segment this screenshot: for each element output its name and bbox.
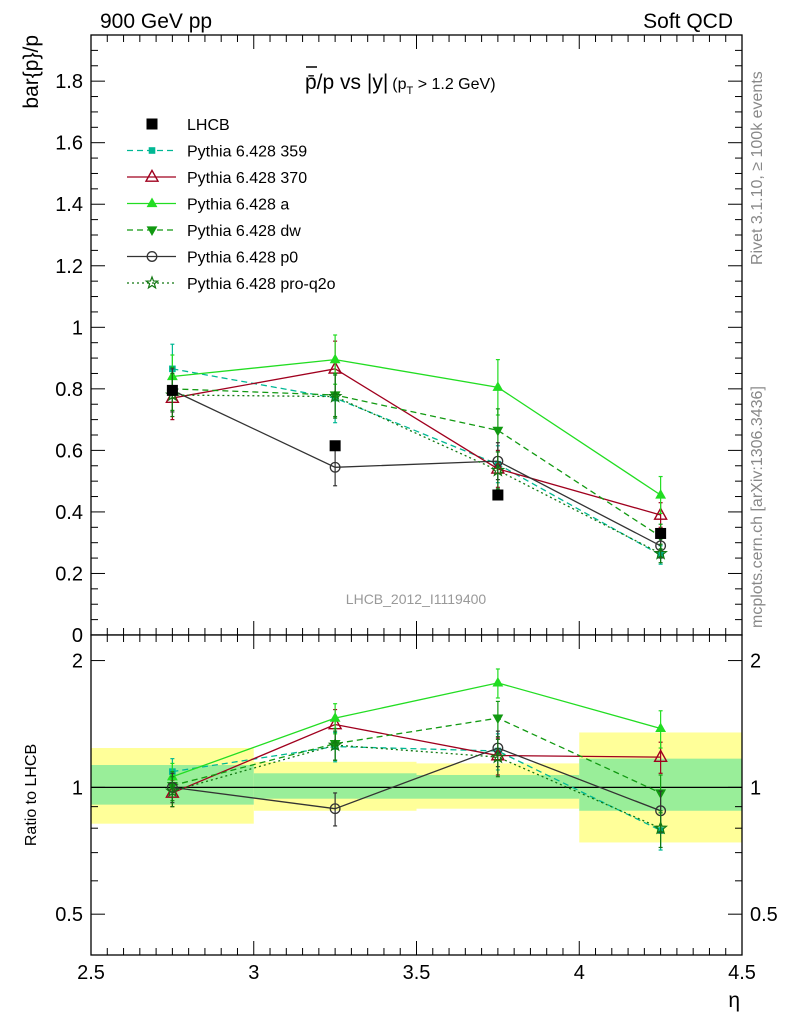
legend-label: Pythia 6.428 a (187, 197, 289, 214)
legend-label: Pythia 6.428 p0 (187, 250, 298, 267)
series-5 (165, 372, 668, 564)
header-left: 900 GeV pp (100, 10, 212, 33)
data-series (166, 384, 667, 539)
ratio-y-tick-label: 0.5 (55, 904, 83, 926)
data-point (653, 506, 668, 520)
data-point (329, 461, 341, 473)
legend-label: Pythia 6.428 359 (187, 144, 307, 161)
legend-marker (146, 226, 158, 236)
y-tick-label: 0 (72, 625, 83, 647)
data-point (490, 462, 506, 477)
ratio-y-tick-label-right: 0.5 (750, 904, 778, 926)
legend-label: Pythia 6.428 dw (187, 223, 301, 240)
data-point (492, 676, 504, 687)
x-tick-label: 4 (574, 962, 585, 984)
series-line (172, 368, 661, 516)
legend-marker (144, 168, 160, 182)
legend-label: LHCB (187, 117, 230, 134)
y-tick-label: 1.8 (55, 71, 83, 93)
title-sub: (p (392, 76, 406, 93)
ratio-y-tick-label: 2 (72, 651, 83, 673)
header-right: Soft QCD (643, 10, 733, 33)
legend-label: Pythia 6.428 370 (187, 170, 307, 187)
legend-marker (146, 251, 158, 262)
data-point (492, 381, 504, 391)
y-tick-label: 0.4 (55, 502, 83, 524)
data-point (653, 820, 668, 835)
y-tick-label: 0.8 (55, 379, 83, 401)
ratio-series-5 (165, 730, 668, 849)
analysis-watermark: LHCB_2012_I1119400 (346, 591, 487, 607)
series-line (172, 682, 661, 778)
ratio-y-axis-label: Ratio to LHCB (23, 744, 40, 846)
rivet-label: Rivet 3.1.10, ≥ 100k events (749, 71, 766, 265)
x-tick-labels: 2.5 3 3.5 4 4.5 (77, 962, 756, 984)
data-point (329, 712, 341, 722)
title-subscript: T (407, 85, 414, 97)
x-tick-label: 2.5 (77, 962, 105, 984)
ratio-series-2 (166, 668, 667, 792)
series-line (172, 358, 661, 496)
data-point (329, 803, 341, 815)
data-point (492, 714, 504, 725)
data-point (653, 749, 668, 762)
mcplots-label: mcplots.cern.ch [arXiv:1306.3436] (749, 386, 766, 628)
x-tick-label: 3.5 (403, 962, 431, 984)
x-tick-label: 3 (248, 962, 259, 984)
legend-item: Pythia 6.428 p0 (127, 250, 298, 267)
x-tick-label: 4.5 (728, 962, 756, 984)
legend-item: Pythia 6.428 pro-q2o (127, 275, 336, 293)
legend-marker (146, 118, 158, 130)
legend-marker (144, 275, 160, 290)
legend: LHCB Pythia 6.428 359 Pythia 6.428 370 Pyth… (127, 117, 336, 293)
data-point (653, 545, 668, 560)
series-line (172, 389, 661, 547)
legend-item: Pythia 6.428 dw (127, 223, 301, 240)
title-suffix: > 1.2 GeV) (413, 76, 495, 93)
legend-item: Pythia 6.428 359 (127, 144, 307, 161)
series-line (172, 394, 661, 555)
series-line (172, 723, 661, 794)
legend-marker (146, 197, 158, 208)
title-main: p̄/p vs |y| (305, 71, 388, 94)
ratio-y-tick-label-right: 2 (750, 651, 761, 673)
y-tick-label: 1 (72, 317, 83, 339)
y-tick-label: 0.6 (55, 440, 83, 462)
data-point (165, 783, 180, 798)
data-point (655, 722, 667, 733)
data-point (327, 388, 343, 403)
legend-item: Pythia 6.428 370 (127, 168, 307, 187)
legend-marker (148, 147, 156, 154)
plot-title: p̄/p vs |y| (pT > 1.2 GeV) (305, 71, 496, 97)
main-panel: 0 0.2 0.4 0.6 0.8 1 1.2 1.4 1.6 1.8 p̄/p vs |y| (p… (20, 34, 743, 647)
series-line (172, 388, 661, 538)
data-point (490, 749, 506, 764)
series-line (172, 747, 661, 812)
ratio-panel: 0.5 0.5 1 1 2 2 Ratio to LHCB (23, 634, 778, 956)
legend-item: Pythia 6.428 a (127, 197, 289, 214)
data-point (329, 353, 341, 364)
data-point (327, 737, 343, 752)
y-tick-label: 1.4 (55, 194, 83, 216)
data-point (166, 384, 178, 396)
legend-label: Pythia 6.428 pro-q2o (187, 276, 336, 293)
y-tick-label: 1.6 (55, 133, 83, 155)
series-line (172, 717, 661, 794)
data-point (492, 426, 504, 437)
ratio-y-tick-label: 1 (72, 777, 83, 799)
series-line (172, 744, 661, 829)
x-axis-label: η (728, 989, 740, 1012)
data-point (329, 440, 341, 452)
data-point (492, 489, 504, 501)
legend-item: LHCB (146, 117, 230, 134)
y-tick-label: 1.2 (55, 256, 83, 278)
ratio-y-tick-label-right: 1 (750, 777, 761, 799)
y-tick-label: 0.2 (55, 563, 83, 585)
y-axis-label: bar{p}/p (20, 35, 43, 109)
data-point (655, 489, 667, 499)
data-point (655, 527, 667, 539)
